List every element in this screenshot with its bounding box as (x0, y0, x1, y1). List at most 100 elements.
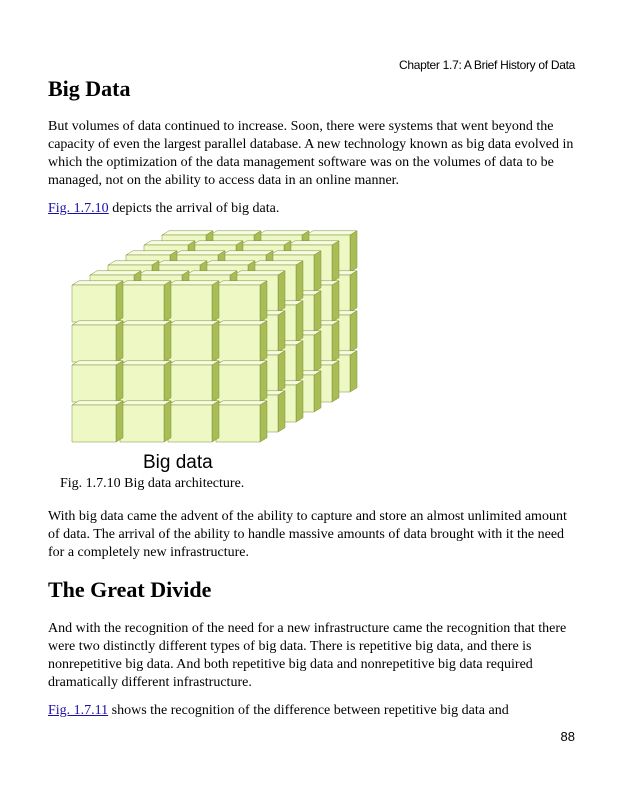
cube-side (349, 230, 358, 273)
cube-side (115, 360, 124, 403)
paragraph-text: depicts the arrival of big data. (108, 201, 280, 216)
cube-side (313, 290, 322, 333)
cube-top (137, 270, 190, 276)
cube-side (211, 280, 220, 323)
cube-top (161, 230, 214, 236)
cube-side (211, 400, 220, 443)
cube-side (331, 360, 340, 403)
page-number: 88 (560, 729, 575, 744)
paragraph: And with the recognition of the need for… (48, 621, 567, 690)
cube-side (295, 300, 304, 343)
figure-link[interactable]: Fig. 1.7.11 (48, 703, 109, 718)
cube-side (349, 310, 358, 353)
cube-top (71, 360, 124, 366)
cube-side (277, 390, 286, 433)
cube-top (71, 280, 124, 286)
cube-top (239, 240, 292, 246)
paragraph: With big data came the advent of the abi… (48, 509, 567, 560)
cube-top (173, 250, 226, 256)
cube-front (71, 284, 117, 323)
cube-top (269, 250, 322, 256)
paragraph-text: shows the recognition of the difference … (108, 703, 509, 718)
cube-top (257, 230, 310, 236)
figure-label: Big data (143, 452, 213, 473)
cube-side (115, 320, 124, 363)
cube-top (119, 360, 172, 366)
cube-side (115, 400, 124, 443)
cube-front (71, 364, 117, 403)
paragraph: But volumes of data continued to increas… (48, 119, 574, 188)
section-title-big-data: Big Data (48, 76, 131, 101)
cube-front (119, 404, 165, 443)
cube-top (167, 280, 220, 286)
cube-side (313, 370, 322, 413)
cube-front (215, 404, 261, 443)
cube-side (349, 350, 358, 393)
cube-top (191, 240, 244, 246)
cube-top (71, 320, 124, 326)
cube-top (305, 230, 358, 236)
cube-top (251, 260, 304, 266)
cube-front (71, 404, 117, 443)
cube-side (313, 330, 322, 373)
cube-top (209, 230, 262, 236)
cube-top (287, 240, 340, 246)
cube-top (125, 250, 178, 256)
cube-top (221, 250, 274, 256)
cube-top (233, 270, 286, 276)
cube-top (107, 260, 160, 266)
cube-top (203, 260, 256, 266)
cube-top (119, 320, 172, 326)
cube-front (167, 404, 213, 443)
cube-front (119, 284, 165, 323)
cube-side (313, 250, 322, 293)
cube-front (167, 324, 213, 363)
cube-top (89, 270, 142, 276)
cube-front (119, 364, 165, 403)
cube-side (295, 260, 304, 303)
cube-side (163, 400, 172, 443)
cube-side (115, 280, 124, 323)
chapter-header: Chapter 1.7: A Brief History of Data (399, 58, 575, 72)
figure-reference-paragraph: Fig. 1.7.11 shows the recognition of the… (48, 702, 578, 720)
cube-side (331, 280, 340, 323)
figure-caption: Fig. 1.7.10 Big data architecture. (60, 476, 245, 491)
cube-top (167, 320, 220, 326)
cube-side (259, 360, 268, 403)
cube-top (215, 400, 268, 406)
cube-top (143, 240, 196, 246)
cube-top (71, 400, 124, 406)
cube-side (163, 320, 172, 363)
cube-side (163, 360, 172, 403)
figure-link[interactable]: Fig. 1.7.10 (48, 201, 109, 216)
cube-front (167, 284, 213, 323)
cube-front (215, 364, 261, 403)
cube-side (259, 400, 268, 443)
cube-side (211, 360, 220, 403)
cube-top (185, 270, 238, 276)
cube-front (71, 324, 117, 363)
big-data-cubes-figure (71, 230, 358, 443)
cube-top (155, 260, 208, 266)
cube-side (259, 320, 268, 363)
cube-top (167, 400, 220, 406)
cube-top (119, 400, 172, 406)
cube-side (211, 320, 220, 363)
cube-top (215, 360, 268, 366)
cube-top (119, 280, 172, 286)
cube-front (167, 364, 213, 403)
cube-side (295, 340, 304, 383)
cube-top (167, 360, 220, 366)
cube-top (215, 320, 268, 326)
cube-front (119, 324, 165, 363)
cube-side (277, 350, 286, 393)
section-title-great-divide: The Great Divide (48, 577, 212, 602)
cube-front (215, 284, 261, 323)
cube-side (277, 270, 286, 313)
cube-side (295, 380, 304, 423)
cube-side (331, 320, 340, 363)
cube-side (277, 310, 286, 353)
cube-side (331, 240, 340, 283)
cube-side (349, 270, 358, 313)
cube-side (163, 280, 172, 323)
